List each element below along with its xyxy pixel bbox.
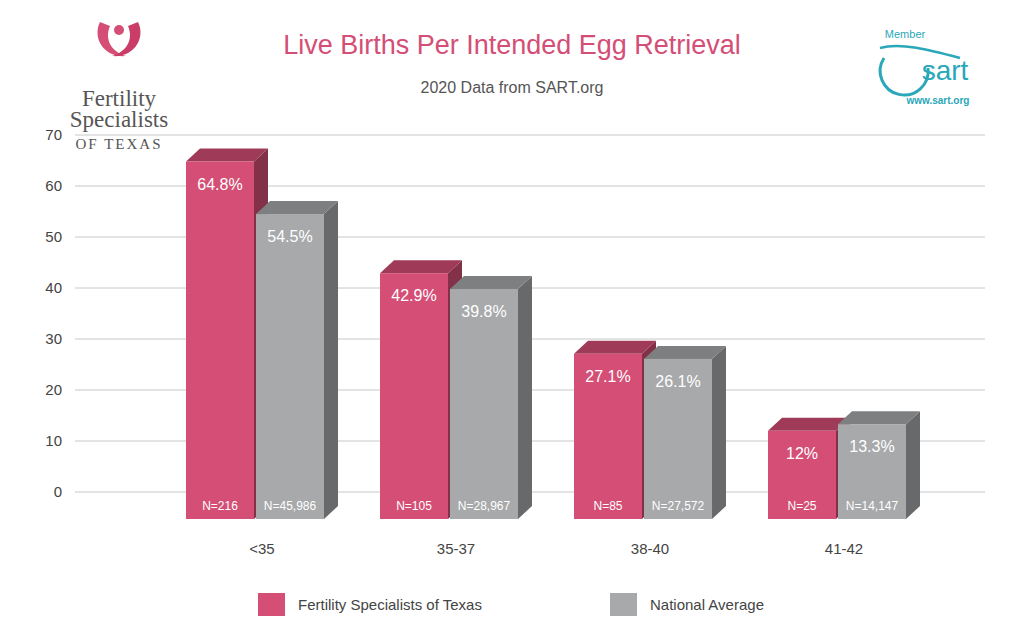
- data-label: 42.9%: [391, 287, 436, 304]
- n-label: N=14,147: [846, 499, 899, 513]
- bar-top-face: [186, 149, 268, 162]
- bar: [380, 273, 448, 519]
- bar-top-face: [838, 411, 920, 424]
- bar: [574, 354, 642, 519]
- bar-side-face: [712, 346, 726, 519]
- data-label: 64.8%: [197, 176, 242, 193]
- x-tick-label: 38-40: [631, 540, 669, 557]
- y-tick-label: 70: [45, 126, 62, 143]
- annotation: Member: [885, 28, 926, 40]
- bar: [768, 431, 836, 519]
- data-label: 54.5%: [267, 228, 312, 245]
- legend-label: National Average: [650, 596, 764, 613]
- legend-swatch: [610, 593, 637, 616]
- data-label: 27.1%: [585, 368, 630, 385]
- bar: [256, 214, 324, 519]
- data-label: 26.1%: [655, 373, 700, 390]
- bar-top-face: [380, 260, 462, 273]
- n-label: N=105: [396, 499, 432, 513]
- annotation: Specialists: [70, 107, 168, 132]
- subtitle: 2020 Data from SART.org: [421, 79, 604, 96]
- bar: [644, 359, 712, 519]
- bar-side-face: [324, 201, 338, 519]
- n-label: N=28,967: [458, 499, 511, 513]
- logo-left: [98, 22, 141, 56]
- legend-swatch: [258, 593, 285, 616]
- y-tick-label: 60: [45, 177, 62, 194]
- y-tick-label: 30: [45, 330, 62, 347]
- annotation: OF TEXAS: [76, 136, 163, 152]
- bars: [186, 149, 920, 519]
- bar-side-face: [906, 411, 920, 519]
- x-tick-label: 35-37: [437, 540, 475, 557]
- legend-label: Fertility Specialists of Texas: [298, 596, 482, 613]
- bar-top-face: [768, 418, 850, 431]
- bar-top-face: [644, 346, 726, 359]
- chart: Live Births Per Intended Egg Retrieval 20…: [0, 0, 1024, 636]
- x-tick-label: 41-42: [825, 540, 863, 557]
- labels: 64.8% N=216 54.5% N=45,986 42.9% N=105 39.8% N=…: [197, 176, 898, 513]
- n-label: N=45,986: [264, 499, 317, 513]
- bar-side-face: [518, 276, 532, 519]
- bar: [838, 424, 906, 519]
- annotation: sart: [922, 55, 969, 86]
- data-label: 13.3%: [849, 438, 894, 455]
- y-tick-label: 50: [45, 228, 62, 245]
- y-tick-label: 20: [45, 381, 62, 398]
- y-tick-label: 0: [54, 483, 62, 500]
- bar-top-face: [256, 201, 338, 214]
- logo-icon: [114, 25, 124, 35]
- logo-icon: [112, 22, 140, 56]
- bar: [450, 289, 518, 519]
- data-label: 39.8%: [461, 303, 506, 320]
- data-label: 12%: [786, 445, 818, 462]
- n-label: N=25: [787, 499, 816, 513]
- bar: [186, 162, 254, 519]
- bar-top-face: [450, 276, 532, 289]
- n-label: N=216: [202, 499, 238, 513]
- y-tick-label: 40: [45, 279, 62, 296]
- title: Live Births Per Intended Egg Retrieval: [283, 30, 741, 60]
- bar-top-face: [574, 341, 656, 354]
- n-label: N=85: [593, 499, 622, 513]
- grid-line: [75, 135, 985, 136]
- annotation: www.sart.org: [906, 95, 970, 106]
- n-label: N=27,572: [652, 499, 705, 513]
- y-tick-label: 10: [45, 432, 62, 449]
- x-tick-label: <35: [249, 540, 274, 557]
- logo-icon: [98, 22, 126, 56]
